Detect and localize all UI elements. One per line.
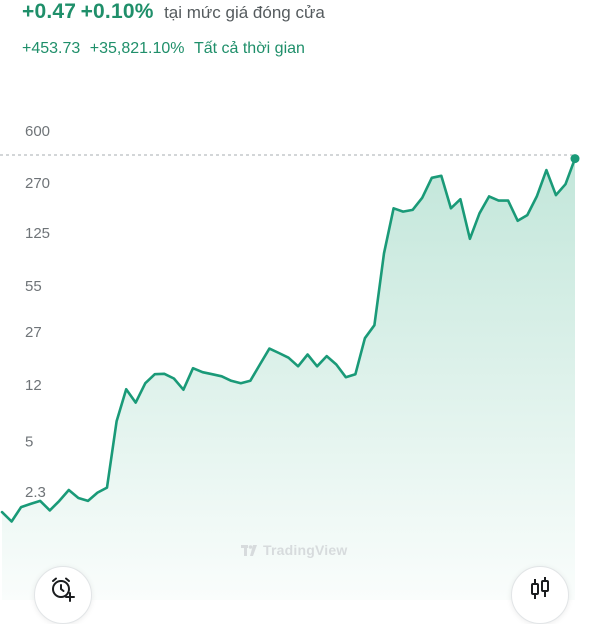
tradingview-logo-icon [241,543,259,554]
y-tick-label-4: 55 [25,278,42,295]
alarm-add-icon [49,575,77,603]
y-tick-label-3: 27 [25,324,42,341]
tradingview-watermark: TradingView [241,542,347,558]
chart-style-button[interactable] [511,566,569,624]
y-axis-ticks: 2.3 5 12 27 55 125 270 600 [25,123,50,501]
y-tick-label-2: 12 [25,377,42,394]
y-tick-label-0: 2.3 [25,484,46,501]
candlestick-icon [526,575,554,603]
y-tick-label-7: 600 [25,123,50,140]
last-price-marker [571,154,580,163]
y-tick-label-5: 125 [25,225,50,242]
price-chart[interactable]: 2.3 5 12 27 55 125 270 600 [0,0,600,600]
add-alert-button[interactable] [34,566,92,624]
y-tick-label-1: 5 [25,434,33,451]
price-area-fill [2,159,575,600]
y-tick-label-6: 270 [25,175,50,192]
watermark-text: TradingView [263,542,347,558]
